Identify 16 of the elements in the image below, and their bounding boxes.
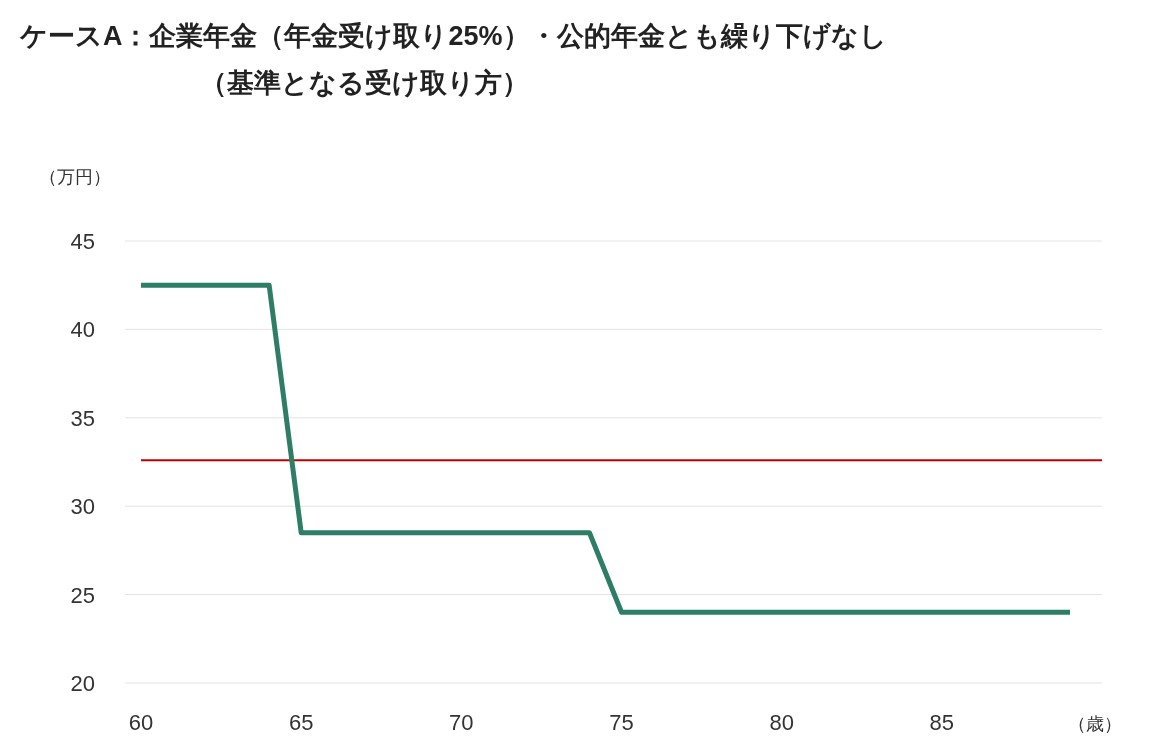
y-tick-label: 30 — [70, 494, 95, 520]
chart-title: ケースA：企業年金（年金受け取り25%）・公的年金とも繰り下げなし — [19, 21, 887, 51]
y-tick-label: 45 — [70, 229, 95, 254]
chart-subtitle: （基準となる受け取り方） — [200, 68, 529, 98]
y-tick-label: 40 — [70, 317, 95, 343]
x-tick-label: 65 — [288, 710, 314, 735]
x-tick-label: 75 — [609, 710, 634, 735]
x-tick-label: 85 — [929, 710, 955, 735]
y-tick-label: 25 — [70, 582, 95, 608]
x-axis-title: （歳） — [1068, 714, 1122, 734]
x-tick-label: 70 — [449, 710, 474, 735]
x-tick-label: 80 — [769, 710, 794, 735]
x-tick-label: 60 — [128, 710, 154, 735]
y-tick-label: 20 — [70, 671, 95, 696]
y-axis-title: （万円） — [39, 167, 111, 187]
y-tick-label: 35 — [70, 405, 95, 431]
